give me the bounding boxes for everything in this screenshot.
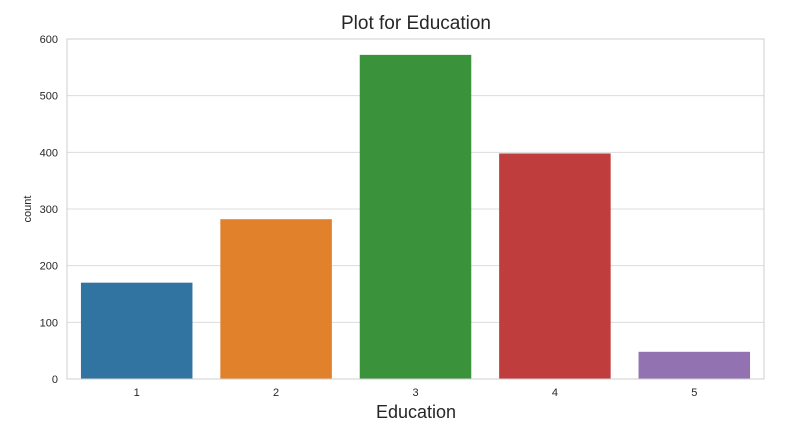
bar-2 (220, 219, 332, 379)
x-tick-label: 3 (412, 387, 418, 399)
y-tick-label: 200 (40, 261, 58, 273)
bar-1 (80, 282, 193, 379)
y-tick-label: 400 (40, 147, 58, 159)
x-tick-label: 4 (552, 387, 558, 399)
plot-frame (66, 38, 765, 380)
x-axis-label: Education (376, 402, 456, 422)
y-tick-label: 600 (40, 34, 58, 46)
x-tick-label: 2 (273, 387, 279, 399)
x-tick-label: 5 (691, 387, 697, 399)
bar-4 (499, 153, 611, 379)
y-axis-label: count (22, 196, 34, 223)
y-tick-label: 100 (40, 317, 58, 329)
chart-title: Plot for Education (341, 13, 491, 34)
y-tick-label: 0 (52, 374, 58, 386)
bar-3 (359, 54, 472, 379)
x-tick-label: 1 (134, 387, 140, 399)
y-tick-label: 500 (40, 91, 58, 103)
y-tick-label: 300 (40, 204, 58, 216)
bar-5 (638, 351, 751, 379)
x-tick-labels: 1 2 3 4 5 (134, 387, 698, 399)
bars (80, 54, 751, 379)
y-tick-labels: 0 100 200 300 400 500 600 (40, 34, 58, 386)
